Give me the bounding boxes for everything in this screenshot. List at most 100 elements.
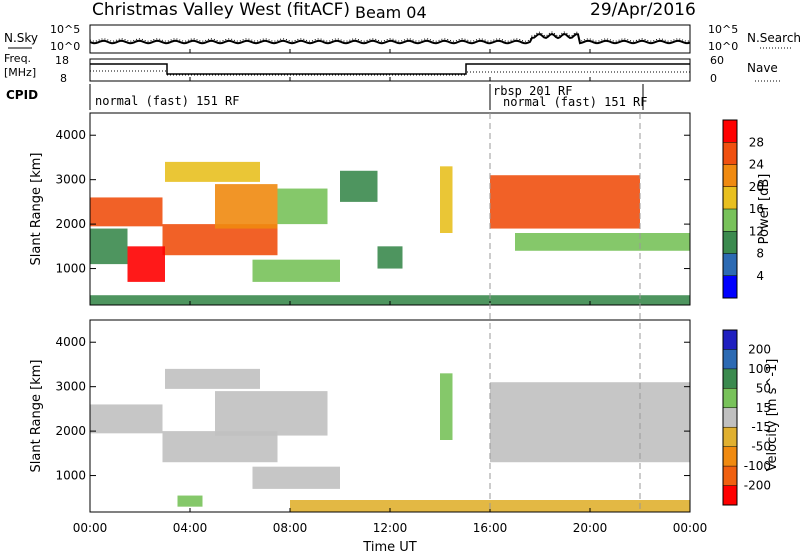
time-axis: 00:00 04:00 08:00 12:00 16:00 20:00 00:00: [73, 49, 708, 535]
noise-search-trace: [89, 31, 691, 42]
y-tick-label: 3000: [55, 173, 86, 187]
power-band: [127, 246, 165, 282]
power-band: [515, 233, 690, 251]
velocity-band: [490, 382, 690, 463]
power-band: [377, 246, 403, 269]
colorbar-tick-label: 50: [756, 381, 771, 395]
colorbar-swatch: [723, 368, 737, 389]
colorbar-swatch: [723, 120, 737, 143]
colorbar-swatch: [723, 330, 737, 350]
noise-left-label: N.Sky: [4, 31, 38, 45]
nave-tick-bottom: 0: [710, 72, 717, 85]
y-tick-label: 1000: [55, 262, 86, 276]
nave-label: Nave: [747, 61, 778, 75]
colorbar-tick-label: -200: [744, 479, 771, 493]
colorbar-tick-label: 15: [756, 401, 771, 415]
velocity-colorbar-label: Velocity [m s^-1]: [765, 359, 780, 472]
power-colorbar: 4 8 12 16 20 24 28: [722, 119, 764, 299]
colorbar-swatch: [723, 142, 737, 165]
velocity-panel: 1000 2000 3000 4000 Slant Range [km] 200 100…: [29, 319, 780, 513]
y-tick-label: 1000: [55, 469, 86, 483]
power-band: [90, 228, 128, 265]
colorbar-swatch: [723, 388, 737, 408]
colorbar-tick-label: -50: [751, 440, 771, 454]
power-band: [490, 175, 640, 229]
colorbar-swatch: [723, 275, 737, 298]
x-tick-label: 20:00: [573, 521, 608, 535]
power-colorbar-label: Power [dB]: [757, 174, 772, 245]
y-tick-label: 4000: [55, 128, 86, 142]
beam-label: Beam 04: [355, 3, 427, 22]
colorbar-swatch: [723, 209, 737, 232]
colorbar-tick-label: 24: [749, 158, 764, 172]
colorbar-swatch: [723, 231, 737, 254]
power-band: [252, 259, 340, 282]
y-tick-label: 4000: [55, 335, 86, 349]
power-ylabel: Slant Range [km]: [29, 153, 44, 266]
colorbar-tick-label: 28: [749, 135, 764, 149]
power-band: [215, 184, 278, 229]
cpid-segment-1: normal (fast) 151 RF: [95, 94, 240, 108]
power-band: [277, 188, 328, 225]
colorbar-swatch: [723, 446, 737, 467]
noise-sky-trace: [89, 32, 691, 45]
x-tick-label: 16:00: [473, 521, 508, 535]
nave-trace: [90, 70, 690, 76]
colorbar-swatch: [723, 186, 737, 209]
y-tick-label: 2000: [55, 424, 86, 438]
power-band: [90, 197, 163, 227]
colorbar-tick-label: 4: [756, 269, 764, 283]
velocity-band: [177, 495, 203, 507]
x-tick-label: 00:00: [73, 521, 108, 535]
cpid-label: CPID: [6, 88, 38, 102]
colorbar-tick-label: 12: [749, 224, 764, 238]
plot-title: Christmas Valley West (fitACF): [92, 0, 350, 20]
power-band: [340, 170, 378, 202]
freq-label: Freq.: [4, 52, 31, 65]
noise-right-tick-top: 10^5: [708, 23, 738, 36]
time-axis-label: Time UT: [362, 540, 416, 554]
velocity-band: [165, 368, 260, 389]
freq-trace: [90, 63, 690, 75]
noise-left-tick-top: 10^5: [50, 23, 80, 36]
velocity-band: [440, 373, 453, 440]
velocity-band: [215, 391, 328, 436]
colorbar-swatch: [723, 164, 737, 187]
colorbar-tick-label: -100: [744, 459, 771, 473]
velocity-ylabel: Slant Range [km]: [29, 360, 44, 473]
noise-panel: N.Sky 10^5 10^0 10^5 10^0 N.Search: [4, 23, 800, 54]
freq-panel: Freq. [MHz] 18 8 60 0 Nave: [4, 52, 780, 85]
x-tick-label: 08:00: [273, 521, 308, 535]
power-data: [90, 161, 690, 305]
y-tick-label: 2000: [55, 217, 86, 231]
x-tick-label: 00:00: [673, 521, 708, 535]
cpid-segment-3: normal (fast) 151 RF: [503, 95, 648, 109]
date-label: 29/Apr/2016: [590, 0, 696, 20]
freq-unit-label: [MHz]: [4, 66, 36, 79]
velocity-band: [90, 404, 163, 434]
colorbar-swatch: [723, 466, 737, 486]
velocity-colorbar: 200 100 50 15 -15 -50 -100 -200: [722, 329, 771, 506]
colorbar-swatch: [723, 427, 737, 447]
colorbar-tick-label: 200: [748, 342, 771, 356]
power-panel: 1000 2000 3000 4000 Slant Range [km] 4 8 12 16…: [29, 112, 772, 306]
velocity-band: [162, 431, 278, 463]
power-band: [165, 161, 260, 182]
power-band: [440, 166, 453, 233]
colorbar-tick-label: -15: [751, 420, 771, 434]
colorbar-swatch: [723, 407, 737, 428]
freq-tick-bottom: 8: [60, 72, 67, 85]
nave-tick-top: 60: [710, 54, 724, 67]
x-tick-label: 12:00: [373, 521, 408, 535]
power-band: [162, 224, 278, 256]
noise-right-label: N.Search: [747, 31, 800, 45]
noise-right-tick-bottom: 10^0: [708, 40, 738, 53]
noise-left-tick-bottom: 10^0: [50, 40, 80, 53]
cpid-segment-2: rbsp 201 RF: [493, 84, 572, 98]
x-tick-label: 04:00: [173, 521, 208, 535]
colorbar-swatch: [723, 253, 737, 276]
cpid-panel: CPID normal (fast) 151 RF rbsp 201 RF no…: [6, 84, 648, 110]
colorbar-swatch: [723, 349, 737, 369]
freq-tick-top: 18: [55, 54, 69, 67]
